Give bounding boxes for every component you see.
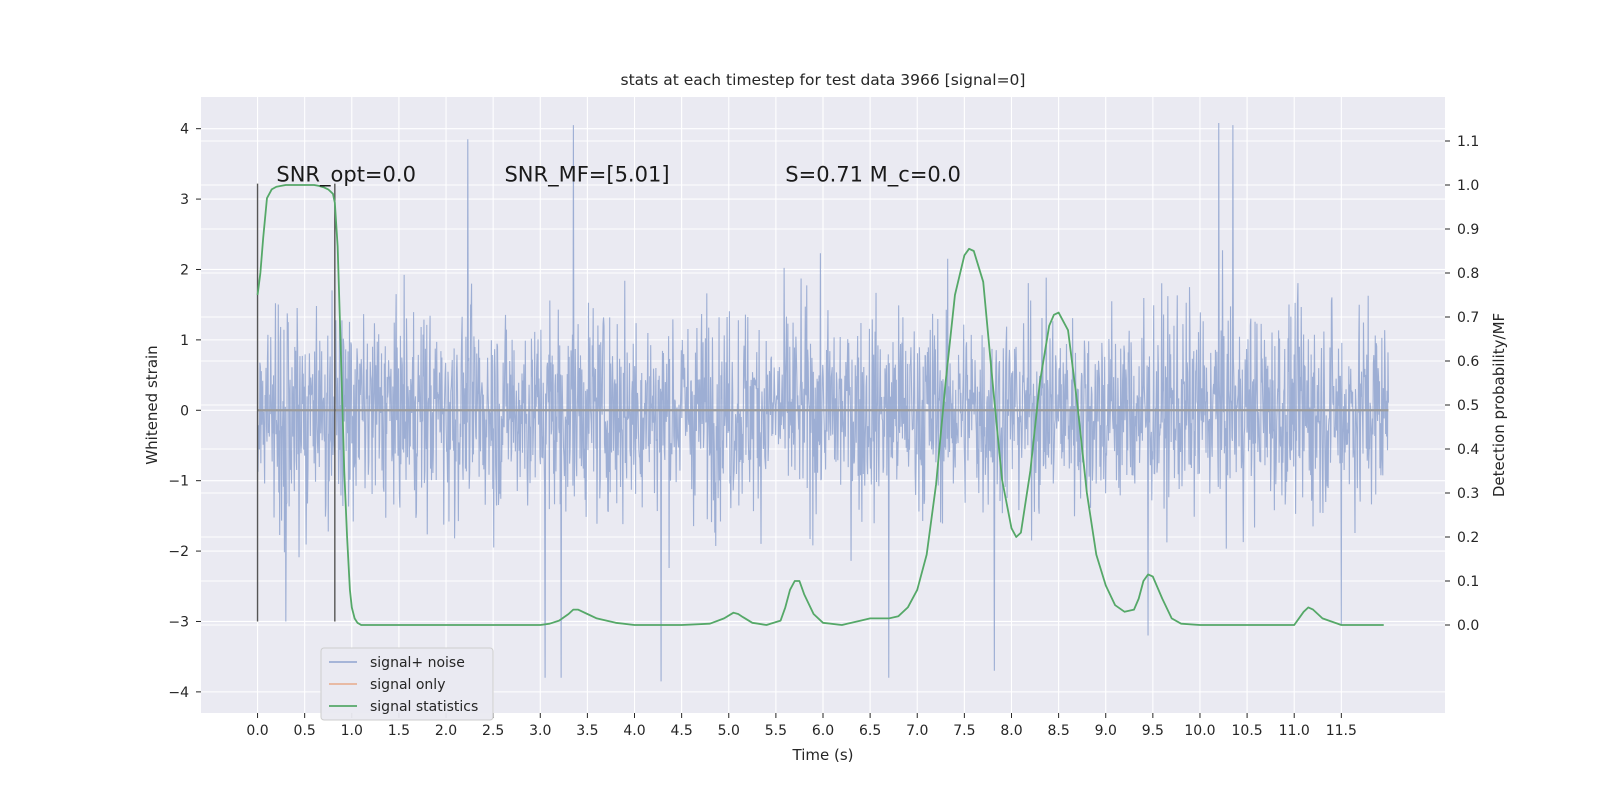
y-tick-label: 2 (180, 262, 189, 278)
x-tick-label: 11.0 (1279, 723, 1310, 739)
y-tick-label: 3 (180, 192, 189, 208)
legend-label-signal-noise: signal+ noise (370, 655, 465, 671)
y-tick-label: 0 (180, 403, 189, 419)
y-right-tick-label: 0.5 (1457, 398, 1479, 414)
annotations: SNR_opt=0.0 SNR_MF=[5.01] S=0.71 M_c=0.0 (276, 162, 960, 187)
y-tick-label: −4 (168, 685, 189, 701)
y-right-tick-label: 0.4 (1457, 442, 1479, 458)
signal-noise-line (257, 123, 1389, 682)
y-tick-label: 4 (180, 122, 189, 138)
x-tick-label: 3.5 (576, 723, 598, 739)
y-right-tick-label: 0.0 (1457, 618, 1479, 634)
legend-label-signal-statistics: signal statistics (370, 699, 478, 715)
x-tick-label: 9.5 (1142, 723, 1164, 739)
x-tick-label: 11.5 (1326, 723, 1357, 739)
x-tick-label: 0.5 (294, 723, 316, 739)
y-right-tick-label: 0.6 (1457, 354, 1479, 370)
y-tick-label: −1 (168, 474, 189, 490)
annotation-snr-mf: SNR_MF=[5.01] (504, 162, 669, 187)
annotation-snr-opt: SNR_opt=0.0 (276, 162, 416, 187)
x-tick-label: 2.5 (482, 723, 504, 739)
y-right-tick-label: 0.9 (1457, 222, 1479, 238)
x-tick-label: 4.5 (671, 723, 693, 739)
signal-noise-series (257, 123, 1389, 682)
x-tick-label: 10.0 (1184, 723, 1215, 739)
x-tick-label: 5.5 (765, 723, 787, 739)
y-axis-label: Whitened strain (143, 345, 161, 464)
y-tick-label: 1 (180, 333, 189, 349)
x-tick-label: 9.0 (1095, 723, 1117, 739)
y-tick-label: −3 (168, 614, 189, 630)
y-right-tick-label: 0.8 (1457, 266, 1479, 282)
chart-title: stats at each timestep for test data 396… (621, 71, 1026, 89)
x-tick-label: 1.0 (341, 723, 363, 739)
y-axis-right-label: Detection probability/MF (1490, 313, 1508, 497)
x-tick-label: 2.0 (435, 723, 457, 739)
x-tick-label: 0.0 (246, 723, 268, 739)
signal-statistics-line (256, 184, 1384, 626)
legend: signal+ noise signal only signal statist… (320, 647, 494, 721)
legend-box (320, 647, 494, 721)
x-tick-label: 6.5 (859, 723, 881, 739)
signal-statistics-series (256, 184, 1384, 626)
x-tick-label: 5.0 (718, 723, 740, 739)
y-right-tick-label: 0.2 (1457, 530, 1479, 546)
event-markers (256, 183, 336, 622)
x-tick-label: 7.5 (953, 723, 975, 739)
x-tick-label: 3.0 (529, 723, 551, 739)
y-axis-ticks: −4 −3 −2 −1 0 1 2 3 4 (168, 122, 201, 701)
legend-label-signal-only: signal only (370, 677, 445, 693)
x-tick-label: 1.5 (388, 723, 410, 739)
x-tick-label: 8.0 (1000, 723, 1022, 739)
x-tick-label: 4.0 (623, 723, 645, 739)
y-right-tick-label: 0.7 (1457, 310, 1479, 326)
y-right-tick-label: 0.3 (1457, 486, 1479, 502)
x-tick-label: 10.5 (1232, 723, 1263, 739)
x-tick-label: 7.0 (906, 723, 928, 739)
annotation-s-mc: S=0.71 M_c=0.0 (785, 162, 961, 187)
y-right-tick-label: 1.1 (1457, 134, 1479, 150)
y-axis-right-ticks: 0.0 0.1 0.2 0.3 0.4 0.5 0.6 0.7 0.8 0.9 1.0 1.1 (1445, 134, 1479, 634)
x-axis-ticks: 0.0 0.5 1.0 1.5 2.0 2.5 3.0 3.5 4.0 4.5 5.0 5.5 6.0 6… (246, 713, 1357, 739)
x-tick-label: 6.0 (812, 723, 834, 739)
x-tick-label: 8.5 (1047, 723, 1069, 739)
x-axis-label: Time (s) (792, 746, 854, 764)
y-right-tick-label: 0.1 (1457, 574, 1479, 590)
y-right-tick-label: 1.0 (1457, 178, 1479, 194)
y-tick-label: −2 (168, 544, 189, 560)
